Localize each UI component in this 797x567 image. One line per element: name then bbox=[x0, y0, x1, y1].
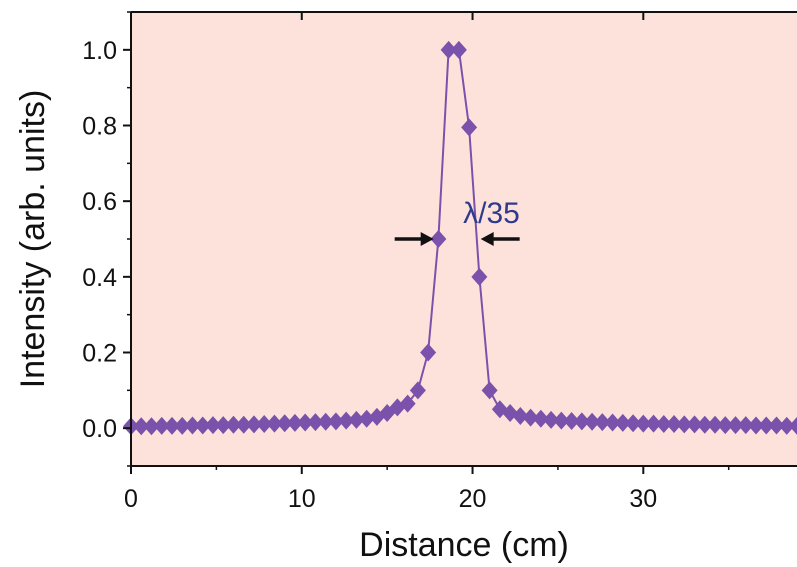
data-point bbox=[358, 409, 375, 428]
data-point bbox=[758, 416, 775, 435]
y-tick-label: 0.2 bbox=[82, 340, 117, 368]
x-axis-title: Distance (cm) bbox=[359, 526, 569, 564]
y-tick-label: 0.8 bbox=[82, 113, 117, 141]
right-arrow-head bbox=[480, 232, 494, 246]
data-layer bbox=[123, 40, 797, 436]
data-point bbox=[338, 411, 355, 430]
axes-layer: 0 10 20 30 0.0 0.2 0.4 0.6 0.8 1.0 bbox=[82, 11, 797, 513]
x-tick-label: 30 bbox=[629, 485, 657, 513]
data-point bbox=[584, 412, 601, 431]
data-point bbox=[153, 416, 170, 435]
data-point bbox=[174, 416, 191, 435]
data-point bbox=[645, 414, 662, 433]
data-point bbox=[625, 414, 642, 433]
data-point bbox=[543, 410, 560, 429]
data-point bbox=[163, 416, 180, 435]
annotation-label: λ/35 bbox=[463, 197, 520, 230]
data-point bbox=[440, 40, 457, 59]
y-tick-label: 0.4 bbox=[82, 264, 117, 292]
x-tick-label: 10 bbox=[288, 485, 316, 513]
data-point bbox=[655, 415, 672, 434]
data-point bbox=[614, 413, 631, 432]
data-point bbox=[286, 413, 303, 432]
data-point bbox=[471, 267, 488, 286]
data-point bbox=[604, 413, 621, 432]
data-point bbox=[594, 413, 611, 432]
data-point bbox=[737, 416, 754, 435]
data-point bbox=[461, 118, 478, 137]
data-point bbox=[256, 415, 273, 434]
x-tick-label: 20 bbox=[459, 485, 487, 513]
data-point bbox=[450, 40, 467, 59]
data-point bbox=[573, 412, 590, 431]
x-tick-label: 0 bbox=[124, 485, 138, 513]
data-point bbox=[768, 416, 785, 435]
data-point bbox=[204, 416, 221, 435]
annotation-layer: λ/35 bbox=[394, 197, 520, 246]
data-point bbox=[563, 411, 580, 430]
data-point bbox=[307, 413, 324, 432]
data-point bbox=[532, 409, 549, 428]
data-point bbox=[748, 416, 765, 435]
data-point bbox=[789, 416, 797, 435]
y-axis-title: Intensity (arb. units) bbox=[14, 90, 52, 389]
data-point bbox=[717, 416, 734, 435]
data-point bbox=[133, 417, 150, 436]
plot-background bbox=[131, 12, 797, 466]
data-point bbox=[512, 407, 529, 426]
data-point bbox=[522, 408, 539, 427]
data-point bbox=[143, 417, 160, 436]
data-point bbox=[409, 381, 426, 400]
data-point bbox=[245, 415, 262, 434]
data-point bbox=[727, 416, 744, 435]
data-point bbox=[194, 416, 211, 435]
data-point bbox=[399, 394, 416, 413]
data-point bbox=[481, 381, 498, 400]
data-point bbox=[225, 415, 242, 434]
data-point bbox=[297, 413, 314, 432]
data-point bbox=[686, 415, 703, 434]
data-point bbox=[666, 415, 683, 434]
data-point bbox=[420, 343, 437, 362]
data-point bbox=[276, 414, 293, 433]
data-point bbox=[553, 411, 570, 430]
data-point bbox=[707, 415, 724, 434]
y-tick-label: 0.0 bbox=[82, 415, 117, 443]
data-point bbox=[215, 416, 232, 435]
data-point bbox=[266, 414, 283, 433]
data-point bbox=[696, 415, 713, 434]
data-point bbox=[317, 412, 334, 431]
y-tick-label: 1.0 bbox=[82, 37, 117, 65]
data-point bbox=[348, 410, 365, 429]
data-point bbox=[430, 230, 447, 248]
data-point bbox=[184, 416, 201, 435]
data-point bbox=[778, 416, 795, 435]
data-point bbox=[676, 415, 693, 434]
data-point bbox=[635, 414, 652, 433]
left-arrow-head bbox=[420, 232, 434, 246]
y-tick-label: 0.6 bbox=[82, 188, 117, 216]
data-point bbox=[327, 412, 344, 431]
data-point bbox=[235, 415, 252, 434]
